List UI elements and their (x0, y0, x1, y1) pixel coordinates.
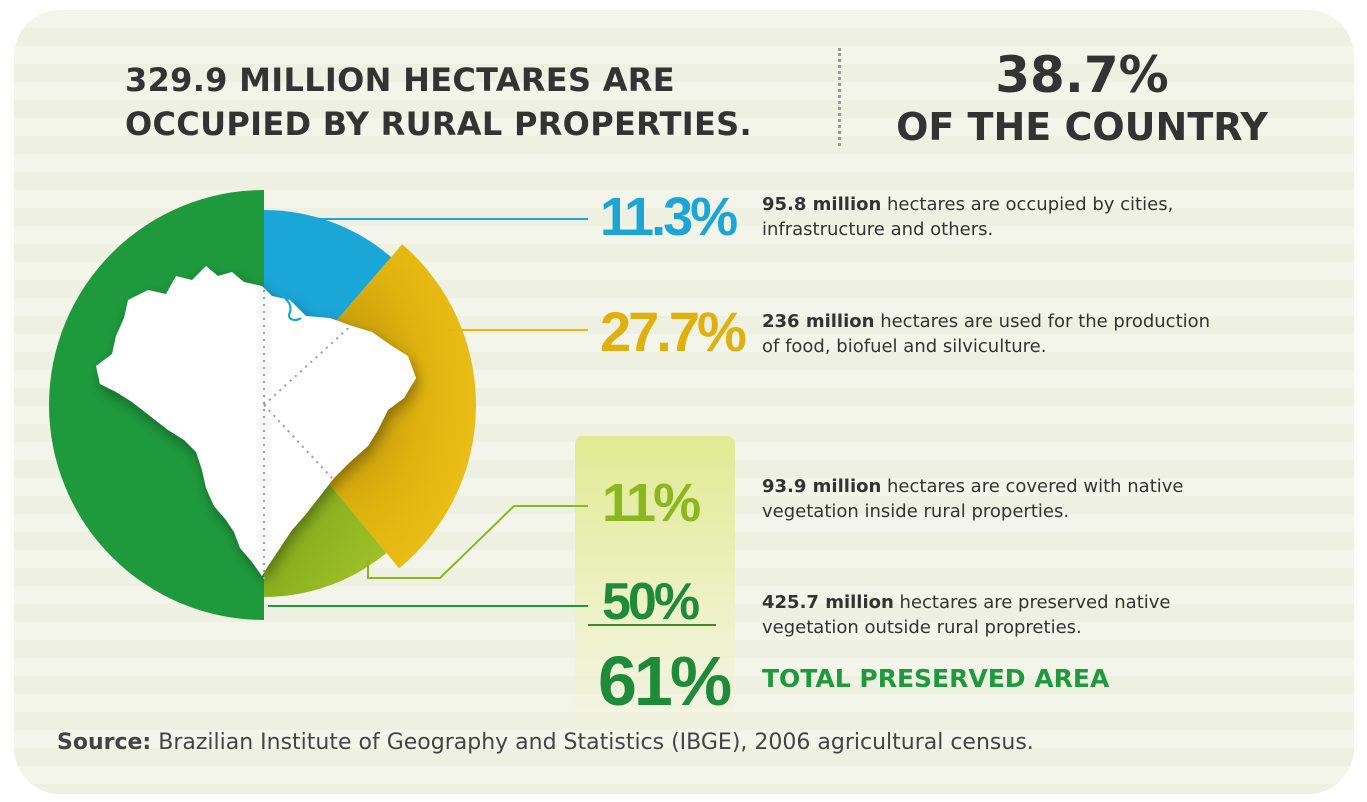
source-note: Source: Brazilian Institute of Geography… (57, 730, 1034, 755)
desc-native-inside: 93.9 million hectares are covered with n… (762, 474, 1282, 524)
page-title: 329.9 MILLION HECTARES ARE OCCUPIED BY R… (125, 58, 825, 146)
total-preserved-label: TOTAL PRESERVED AREA (762, 664, 1110, 693)
desc-cities-text1: hectares are occupied by cities, (881, 194, 1174, 215)
brazil-map-icon (96, 266, 416, 576)
desc-native-inside-text1: hectares are covered with native (881, 476, 1184, 497)
desc-production: 236 million hectares are used for the pr… (762, 309, 1282, 359)
title-divider (838, 48, 841, 146)
pct-cities: 11.3% (600, 187, 738, 247)
leader-line-native-inside (367, 505, 588, 579)
desc-native-outside: 425.7 million hectares are preserved nat… (762, 590, 1282, 640)
desc-production-text2: of food, biofuel and silviculture. (762, 336, 1047, 357)
desc-cities-bold: 95.8 million (762, 194, 882, 215)
desc-native-inside-bold: 93.9 million (762, 476, 882, 497)
desc-native-outside-text1: hectares are preserved native (893, 592, 1171, 613)
divider-dotted-line-2 (263, 404, 333, 479)
country-share-label: OF THE COUNTRY (896, 105, 1268, 149)
title-line-1: 329.9 MILLION HECTARES ARE (125, 61, 675, 99)
title-line-2: OCCUPIED BY RURAL PROPERTIES. (125, 105, 752, 143)
country-share: 38.7% OF THE COUNTRY (862, 46, 1302, 150)
source-label: Source: (57, 730, 152, 755)
desc-production-bold: 236 million (762, 311, 875, 332)
pct-total-preserved: 61% (598, 642, 732, 720)
country-share-pct: 38.7% (995, 46, 1169, 104)
desc-cities: 95.8 million hectares are occupied by ci… (762, 192, 1282, 242)
desc-cities-text2: infrastructure and others. (762, 219, 994, 240)
pct-native-inside: 11% (602, 473, 701, 533)
pct-native-outside: 50% (602, 573, 700, 631)
desc-native-outside-text2: vegetation outside rural propreties. (762, 617, 1082, 638)
source-text: Brazilian Institute of Geography and Sta… (151, 730, 1034, 755)
preserved-panel-rule (588, 624, 716, 626)
preserved-panel (575, 436, 735, 736)
desc-production-text1: hectares are used for the production (874, 311, 1211, 332)
desc-native-inside-text2: vegetation inside rural properties. (762, 501, 1070, 522)
river-icon (277, 289, 302, 322)
pct-production: 27.7% (600, 300, 747, 363)
desc-native-outside-bold: 425.7 million (762, 592, 894, 613)
